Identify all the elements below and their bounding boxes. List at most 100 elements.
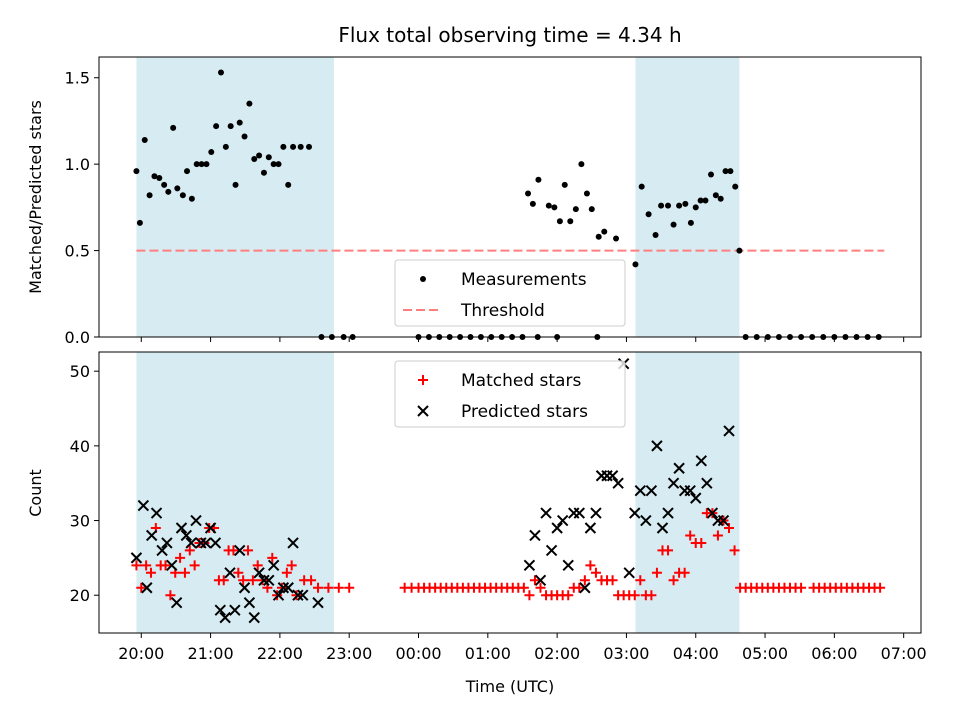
data-point [287, 537, 299, 549]
data-point [529, 575, 540, 586]
data-point [275, 161, 282, 168]
y-tick-label: 0.0 [65, 328, 90, 347]
x-tick-label: 04:00 [673, 644, 719, 663]
data-point [561, 181, 568, 188]
data-point [584, 522, 597, 534]
data-point [545, 202, 552, 209]
data-point [267, 559, 280, 572]
data-point [136, 219, 143, 226]
data-point [156, 544, 168, 557]
legend: Measurements Threshold [394, 259, 626, 327]
data-point [306, 143, 313, 150]
data-point [209, 537, 222, 549]
x-axis-title: Time (UTC) [465, 677, 554, 696]
data-point [524, 590, 535, 601]
data-point [717, 195, 724, 202]
legend-marker [417, 405, 429, 417]
data-point [663, 545, 674, 556]
legend-label: Threshold [460, 301, 545, 321]
axes-frame [98, 56, 922, 338]
y-tick-label: 1.5 [65, 69, 90, 88]
data-point [175, 522, 188, 534]
data-point [601, 470, 613, 482]
data-point [260, 169, 267, 176]
data-point [146, 192, 153, 199]
data-point [165, 188, 172, 195]
series-measurements [133, 69, 882, 340]
data-point [247, 575, 258, 586]
data-point [323, 582, 334, 593]
data-point [246, 100, 253, 107]
data-point [184, 545, 195, 556]
data-point [285, 181, 292, 188]
y-tick-label: 20 [70, 586, 90, 605]
legend-label: Measurements [461, 270, 587, 290]
data-point [525, 190, 532, 197]
data-point [141, 560, 152, 571]
data-point [204, 522, 217, 534]
data-point [229, 604, 241, 616]
x-tick-label: 05:00 [742, 644, 788, 663]
x-tick-label: 00:00 [395, 644, 441, 663]
data-point [297, 589, 309, 601]
data-point [667, 477, 680, 489]
data-point [208, 149, 215, 156]
data-point [156, 174, 163, 181]
data-point [200, 537, 212, 549]
data-point [145, 567, 156, 578]
data-point [563, 590, 574, 601]
data-point [238, 575, 249, 586]
shaded-interval-2 [635, 57, 740, 337]
data-point [292, 589, 304, 601]
series-predicted-stars [130, 358, 735, 624]
data-point [645, 211, 652, 218]
x-tick-label: 06:00 [811, 644, 857, 663]
data-point [333, 582, 344, 593]
data-point [652, 232, 659, 239]
data-point [712, 192, 719, 199]
data-point [174, 185, 181, 192]
data-point [131, 560, 142, 571]
data-point [612, 477, 624, 489]
data-point [676, 202, 683, 209]
x-tick-label: 03:00 [603, 644, 649, 663]
y-tick-label: 0.5 [65, 242, 90, 261]
data-point [697, 197, 704, 204]
data-point [529, 200, 536, 207]
data-point [656, 522, 669, 534]
data-point [203, 161, 210, 168]
data-point [529, 529, 541, 542]
data-point [702, 197, 709, 204]
data-point [282, 582, 294, 594]
data-point [256, 152, 263, 159]
data-point [272, 589, 285, 601]
data-point [578, 161, 585, 168]
data-point [551, 522, 563, 534]
data-point [161, 181, 168, 188]
figure-title: Flux total observing time = 4.34 h [338, 23, 681, 47]
data-point [717, 514, 730, 527]
data-point [551, 204, 558, 211]
data-point [634, 484, 647, 497]
data-point [732, 183, 739, 190]
data-point [695, 455, 707, 467]
data-point [222, 143, 229, 150]
data-point [133, 168, 140, 175]
data-point [588, 206, 595, 213]
data-point [165, 590, 176, 601]
data-point [665, 202, 672, 209]
data-point [175, 552, 186, 563]
data-point [707, 171, 714, 178]
data-point [556, 218, 563, 225]
data-point [723, 425, 735, 437]
data-point [567, 218, 574, 225]
data-point [685, 530, 696, 541]
data-point [722, 168, 729, 175]
data-point [280, 143, 287, 150]
data-point [180, 529, 193, 542]
data-point [170, 124, 177, 131]
data-point [573, 507, 586, 519]
data-point [238, 582, 251, 594]
data-point [150, 507, 163, 519]
